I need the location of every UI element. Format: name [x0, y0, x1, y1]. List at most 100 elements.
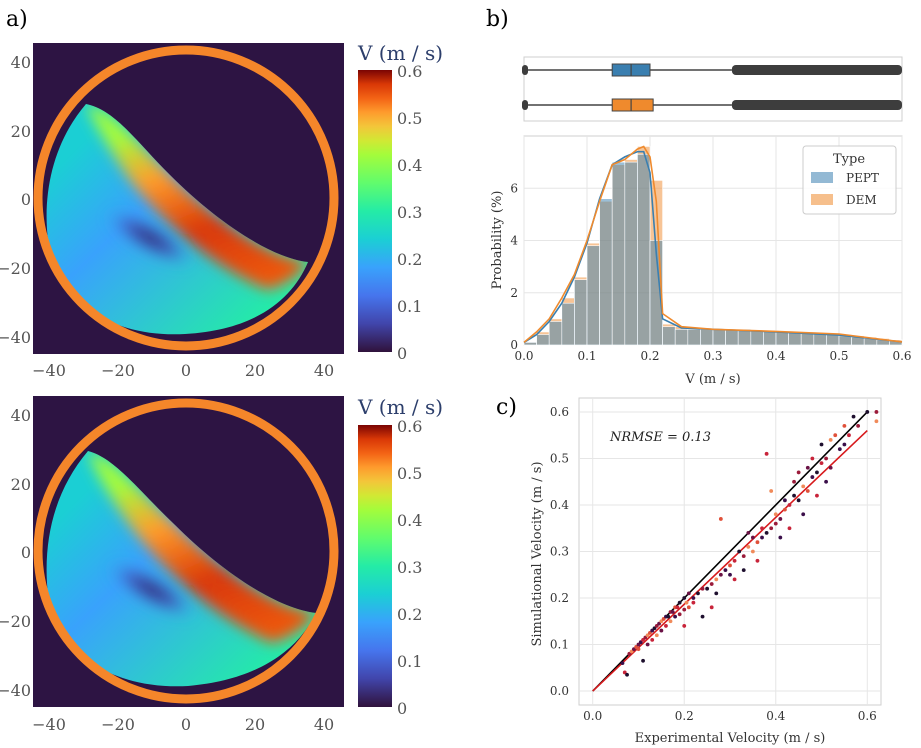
x-tick-label: 0.6 [858, 709, 877, 723]
histogram-bar-pept [561, 302, 575, 346]
y-tick-label: −20 [0, 259, 31, 278]
scatter-point [851, 414, 856, 419]
scatter-point [718, 517, 723, 521]
scatter-point [682, 624, 687, 628]
scatter-point [819, 442, 824, 447]
histogram-kde-lines [523, 145, 903, 344]
histogram-bar-pept [700, 329, 714, 346]
scatter-point [622, 670, 627, 675]
scatter-point [700, 614, 705, 619]
scatter-point [741, 568, 746, 573]
scatter-point [815, 470, 819, 475]
scatter-point [686, 605, 691, 610]
colorbar-tick: 0 [397, 699, 407, 718]
histogram-bar-pept [574, 279, 588, 346]
scatter-point [677, 612, 682, 617]
scatter-point [842, 424, 847, 428]
scatter-point [659, 628, 664, 633]
colorbar-tick: 0.1 [397, 652, 422, 671]
histogram-bar-pept [611, 161, 626, 346]
x-tick-label: 0.5 [829, 349, 848, 363]
boxplot-outliers-low [522, 100, 528, 110]
scatter-point [684, 600, 689, 605]
scatter-point [714, 591, 719, 596]
scatter-point [732, 558, 737, 563]
scatter-point [650, 637, 655, 642]
scatter-point [728, 563, 732, 568]
y-tick-label: −40 [0, 328, 31, 347]
histogram-legend: Type PEPT DEM [802, 145, 897, 215]
colorbar-gradient [358, 425, 392, 707]
histogram-ticks: 0.0 0.1 0.2 0.3 0.4 0.5 0.6 0 2 4 6 [510, 181, 911, 363]
histogram-bar-pept [674, 329, 689, 346]
colorbar-label: V (m / s) [357, 395, 443, 419]
scatter-point [805, 489, 810, 493]
scatter-point [796, 498, 801, 503]
scatter-point [638, 640, 643, 645]
legend-swatch-pept [811, 172, 833, 183]
scatter-point [670, 610, 675, 614]
scatter-point [620, 661, 625, 666]
scatter-point [664, 624, 668, 628]
legend-label-dem: DEM [846, 193, 877, 207]
scatter-point [636, 647, 641, 652]
scatter-point [856, 424, 861, 428]
heatmap1-axis-ticks: 40 20 0 −20 −40 −40 −20 0 20 40 [0, 53, 334, 380]
scatter-point [828, 437, 833, 442]
scatter-gridlines [579, 398, 881, 705]
x-tick-label: 0.2 [640, 349, 659, 363]
y-tick-label: 4 [510, 234, 518, 248]
legend-label-pept: PEPT [846, 171, 879, 185]
scatter-point [847, 433, 851, 438]
scatter-point [787, 526, 792, 531]
histogram-bar-pept [536, 334, 550, 346]
scatter-points [620, 410, 879, 677]
scatter-point [801, 512, 806, 517]
scatter-point [675, 605, 680, 610]
histogram-bar-pept [725, 329, 739, 346]
scatter-point [686, 591, 691, 596]
scatter-point [764, 451, 769, 456]
scatter-point [627, 651, 632, 656]
histogram-bar-pept [750, 330, 764, 346]
colorbar-gradient [358, 70, 392, 352]
scatter-point [824, 456, 828, 461]
scatter-point [750, 535, 755, 540]
scatter-point [705, 586, 710, 591]
scatter-point [769, 526, 774, 531]
scatter-point [645, 633, 650, 638]
scatter-point [750, 549, 755, 554]
histogram-panel: 0.0 0.1 0.2 0.3 0.4 0.5 0.6 0 2 4 6 V (m / s) Prob… [490, 135, 912, 387]
x-tick-label: 0 [181, 715, 191, 734]
scatter-point [659, 619, 664, 624]
y-tick-label: 40 [11, 53, 31, 72]
scatter-point [732, 577, 737, 582]
nrmse-annotation: NRMSE = 0.13 [609, 430, 711, 445]
histogram-bars [523, 146, 903, 346]
x-tick-label: 40 [314, 715, 334, 734]
scatter-point [668, 619, 673, 624]
panel-label-b: b) [486, 7, 509, 32]
scatter-point [728, 572, 732, 577]
panel-label-c: c) [496, 395, 517, 420]
heatmap-pept: 40 20 0 −20 −40 −40 −20 0 20 40 V (m / s… [0, 41, 443, 380]
scatter-point [625, 672, 629, 677]
colorbar-tick: 0.3 [397, 203, 422, 222]
scatter-point [755, 540, 760, 545]
y-tick-label: 0.2 [550, 591, 569, 605]
scatter-xlabel: Experimental Velocity (m / s) [635, 731, 826, 746]
scatter-point [769, 489, 774, 493]
boxplot-outliers-low [522, 65, 528, 75]
colorbar-tick: 0.2 [397, 250, 422, 269]
scatter-point [792, 493, 796, 498]
colorbar-tick: 0.4 [397, 156, 422, 175]
scatter-point [760, 526, 764, 531]
y-tick-label: 2 [510, 286, 518, 300]
boxplots [522, 63, 902, 112]
scatter-point [842, 442, 847, 447]
scatter-point [801, 484, 806, 489]
x-tick-label: −20 [101, 361, 135, 380]
histogram-bar-pept [826, 334, 840, 346]
scatter-point [691, 596, 696, 600]
kde-line-dem [523, 145, 903, 344]
